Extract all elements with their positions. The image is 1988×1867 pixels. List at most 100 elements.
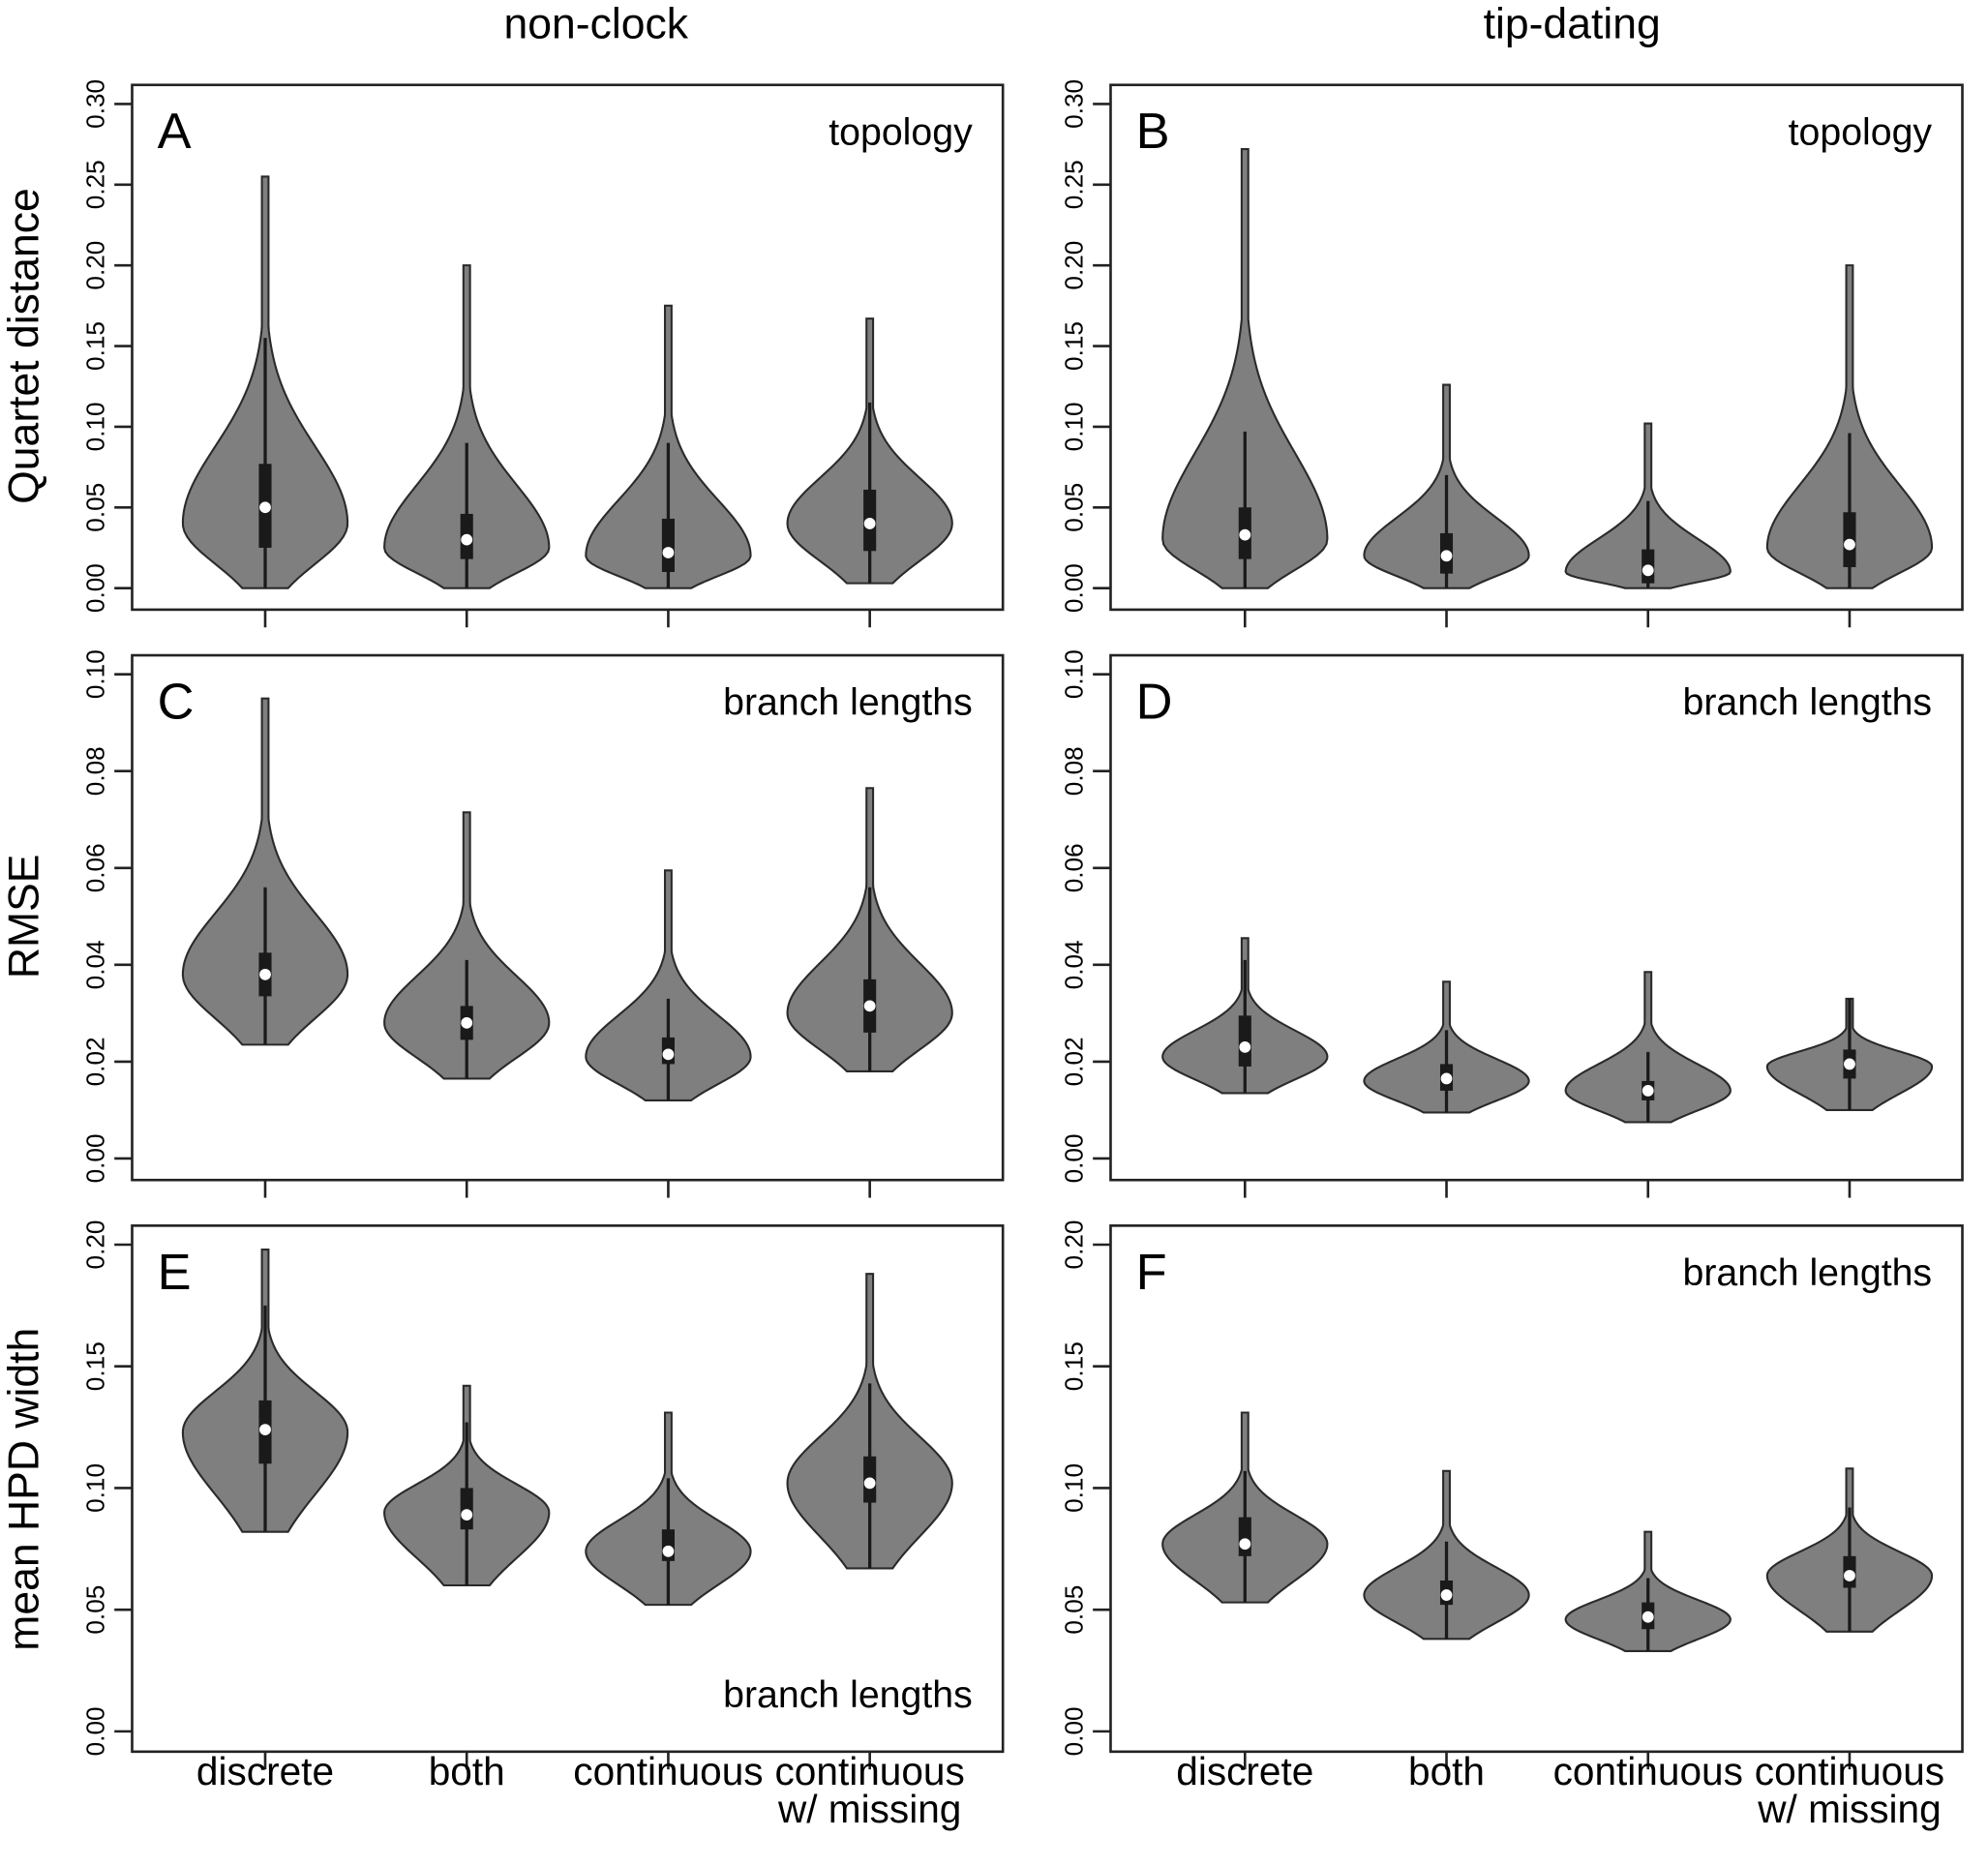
y-tick-label: 0.25 [81,160,110,209]
x-tick-label-line: continuous [573,1749,763,1793]
panel-annotation: topology [828,110,973,153]
median-point [259,1424,271,1435]
violin-both [383,811,551,1080]
y-tick-label: 0.02 [1060,1037,1089,1086]
x-tick-label-line: discrete [1176,1749,1313,1793]
y-tick-label: 0.15 [1060,1341,1089,1391]
x-tick-label-line: both [1408,1749,1485,1793]
ylabel-rmse: RMSE [1,855,48,979]
x-tick-label-line: w/ missing [777,1787,961,1831]
panel-annotation: branch lengths [1682,681,1932,724]
x-tick-label: discrete [196,1749,334,1793]
median-point [863,1000,876,1012]
x-tick-label: both [429,1749,505,1793]
median-point [461,1509,473,1521]
y-tick-label: 0.20 [81,1220,110,1270]
y-tick-label: 0.10 [81,649,110,699]
median-point [1844,538,1855,551]
y-tick-label: 0.10 [81,402,110,451]
y-tick-label: 0.05 [1060,1585,1089,1635]
median-point [1642,564,1654,577]
panel-letter: B [1136,104,1170,160]
y-tick-label: 0.04 [1060,940,1089,989]
x-tick-label: discrete [1176,1749,1313,1793]
panel-letter: C [158,675,195,731]
median-point [1844,1058,1855,1070]
ylabel-quartet-distance: Quartet distance [1,188,48,504]
y-tick-label: 0.20 [1060,1220,1089,1270]
x-tick-label-line: continuous [1755,1749,1944,1793]
y-tick-label: 0.20 [1060,241,1089,290]
y-tick-label: 0.05 [1060,483,1089,532]
y-tick-label: 0.06 [1060,843,1089,892]
panel-annotation: branch lengths [1682,1251,1932,1294]
panel-letter: E [158,1245,192,1301]
violin-continuous [585,869,752,1101]
median-point [259,501,271,514]
x-tick-label-line: w/ missing [1757,1787,1941,1831]
x-tick-label-line: continuous [1553,1749,1743,1793]
median-point [259,968,271,980]
median-point [1642,1611,1654,1623]
y-tick-label: 0.10 [81,1463,110,1513]
y-tick-label: 0.06 [81,843,110,892]
violin-continuous [1564,971,1732,1124]
median-point [662,1545,675,1557]
panel-letter: D [1136,675,1173,731]
median-point [1440,1072,1453,1085]
y-tick-label: 0.30 [1060,79,1089,129]
violin-both [383,264,551,589]
iqr-box [1238,1015,1251,1067]
y-tick-label: 0.15 [81,1341,110,1391]
median-point [863,518,876,529]
y-tick-label: 0.25 [1060,160,1089,209]
median-point [662,1048,675,1061]
median-point [1642,1085,1654,1097]
y-tick-label: 0.00 [81,1706,110,1756]
y-tick-label: 0.08 [81,746,110,796]
median-point [662,547,675,558]
y-tick-label: 0.20 [81,241,110,290]
median-point [461,1016,473,1029]
panel-frame [131,653,1005,1182]
y-tick-label: 0.00 [81,563,110,613]
x-tick-label: continuous [573,1749,763,1793]
violin-discrete [181,697,349,1046]
median-point [863,1477,876,1490]
iqr-box [661,518,675,572]
x-tick-label-line: both [429,1749,505,1793]
column-title-tip-dating: tip-dating [1484,0,1661,47]
y-tick-label: 0.10 [1060,649,1089,699]
y-tick-label: 0.00 [1060,1706,1089,1756]
y-tick-label: 0.05 [81,483,110,532]
y-tick-label: 0.08 [1060,746,1089,796]
x-tick-label: continuous w/ missing [1755,1749,1944,1831]
y-tick-label: 0.15 [1060,321,1089,371]
x-tick-label-line: continuous [775,1749,965,1793]
iqr-box [1238,1517,1251,1556]
x-tick-label: both [1408,1749,1485,1793]
x-tick-label-line: discrete [196,1749,334,1793]
panel-annotation: branch lengths [723,681,973,724]
ylabel-mean-hpd-width: mean HPD width [1,1328,48,1651]
median-point [1844,1570,1855,1581]
median-point [1440,1589,1453,1601]
median-point [1239,1538,1251,1551]
median-point [1440,550,1453,562]
panel-frame [1109,653,1964,1182]
panel-annotation: branch lengths [723,1673,973,1716]
y-tick-label: 0.02 [81,1037,110,1086]
panel-annotation: topology [1789,110,1933,153]
iqr-box [460,1488,473,1530]
median-point [461,533,473,546]
panel-letter: F [1136,1245,1167,1301]
y-tick-label: 0.04 [81,940,110,989]
column-title-non-clock: non-clock [504,0,689,47]
y-tick-label: 0.00 [1060,1133,1089,1183]
violin-continuous-w-missing [1765,264,1934,589]
